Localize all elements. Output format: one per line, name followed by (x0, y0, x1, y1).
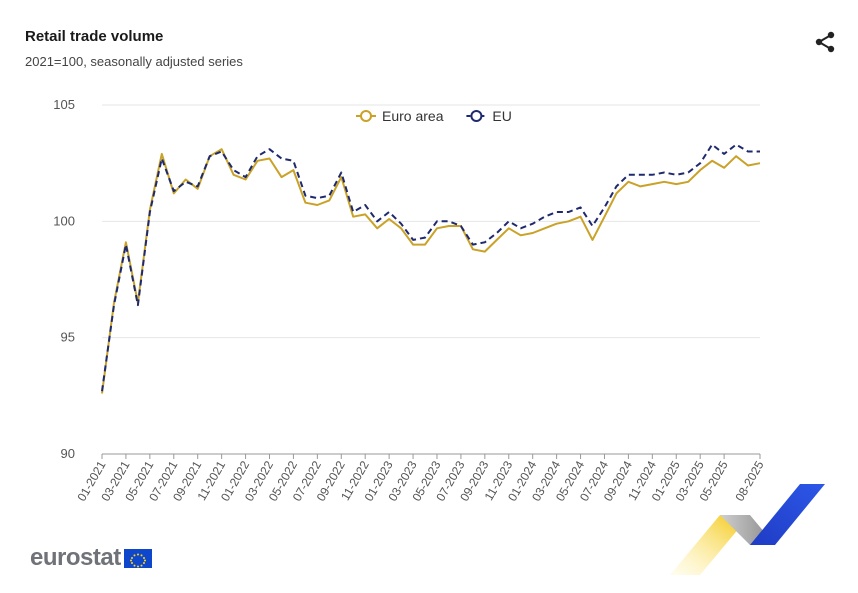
chart-title: Retail trade volume (25, 28, 164, 45)
y-tick-label: 95 (61, 330, 75, 345)
legend-label: EU (492, 108, 511, 124)
chart-grid (102, 104, 760, 455)
chart-subtitle: 2021=100, seasonally adjusted series (25, 54, 243, 69)
y-tick-label: 90 (61, 446, 75, 461)
eu-flag-icon (123, 548, 152, 568)
eurostat-logo: eurostat (30, 544, 152, 572)
y-axis-ticks: 90 95 100 105 (53, 97, 75, 461)
legend-item-eu[interactable]: EU (466, 108, 512, 124)
legend-item-euro-area[interactable]: Euro area (356, 108, 444, 124)
legend-marker (360, 110, 372, 122)
share-icon[interactable] (813, 30, 837, 54)
series-line-eu (101, 143, 760, 392)
legend-label: Euro area (382, 108, 444, 124)
y-tick-label: 100 (53, 213, 75, 228)
chart-series (101, 143, 761, 394)
legend-marker (470, 110, 483, 122)
logo-text: eurostat (30, 544, 121, 571)
series-line-euro-area (101, 148, 761, 394)
y-tick-label: 105 (53, 97, 75, 112)
chart-legend[interactable]: Euro area EU (356, 108, 512, 124)
decorative-ribbon (670, 484, 825, 575)
